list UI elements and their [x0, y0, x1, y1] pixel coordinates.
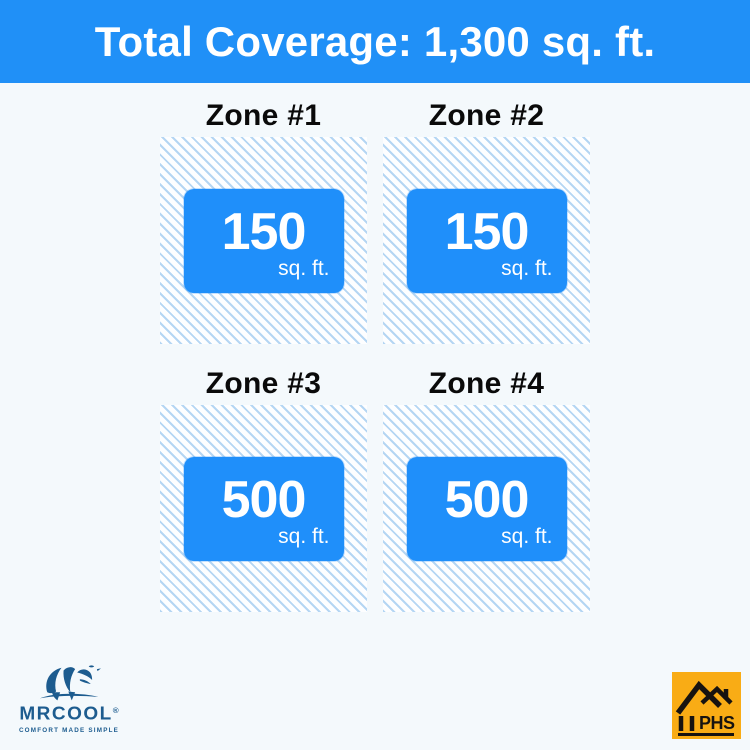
- zone-4-value: 500: [444, 470, 530, 529]
- header-banner: Total Coverage: 1,300 sq. ft.: [0, 0, 750, 83]
- zone-2: Zone #2 150 sq. ft.: [383, 94, 590, 344]
- mrcool-logo: MRCOOL® COMFORT MADE SIMPLE: [16, 662, 122, 734]
- zone-2-title: Zone #2: [428, 98, 545, 132]
- phs-house-icon: [672, 672, 741, 739]
- zone-3-value: 500: [221, 470, 307, 529]
- zone-1: Zone #1 150 sq. ft.: [160, 94, 367, 344]
- zone-4-hatched-area: 500 sq. ft.: [383, 405, 590, 612]
- zone-3-coverage-card: 500 sq. ft.: [183, 456, 344, 561]
- zone-1-coverage-card: 150 sq. ft.: [183, 188, 344, 293]
- mrcool-tagline: COMFORT MADE SIMPLE: [18, 727, 120, 734]
- phs-name: PHS: [699, 713, 735, 733]
- zone-4-title: Zone #4: [428, 366, 545, 400]
- zones-grid: Zone #1 150 sq. ft. Zone #2 150 sq. ft. …: [160, 94, 590, 612]
- zone-1-hatched-area: 150 sq. ft.: [160, 137, 367, 344]
- zone-3-unit: sq. ft.: [278, 524, 330, 548]
- phs-logo: PHS: [672, 672, 741, 739]
- zone-2-coverage-card: 150 sq. ft.: [406, 188, 567, 293]
- zone-1-value: 150: [221, 202, 307, 261]
- zone-1-title: Zone #1: [205, 98, 322, 132]
- zone-2-value: 150: [444, 202, 530, 261]
- zone-3-hatched-area: 500 sq. ft.: [160, 405, 367, 612]
- zone-2-hatched-area: 150 sq. ft.: [383, 137, 590, 344]
- zone-2-unit: sq. ft.: [501, 256, 553, 280]
- zone-3-title: Zone #3: [205, 366, 322, 400]
- zone-3: Zone #3 500 sq. ft.: [160, 362, 367, 612]
- registered-mark: ®: [112, 706, 119, 715]
- zone-4-unit: sq. ft.: [501, 524, 553, 548]
- zone-4-coverage-card: 500 sq. ft.: [406, 456, 567, 561]
- zone-4: Zone #4 500 sq. ft.: [383, 362, 590, 612]
- mrcool-bear-icon: [39, 665, 101, 701]
- mrcool-name: MRCOOL: [19, 704, 113, 725]
- zone-1-unit: sq. ft.: [278, 256, 330, 280]
- mrcool-wordmark: MRCOOL®: [16, 705, 122, 726]
- total-coverage-title: Total Coverage: 1,300 sq. ft.: [94, 17, 656, 65]
